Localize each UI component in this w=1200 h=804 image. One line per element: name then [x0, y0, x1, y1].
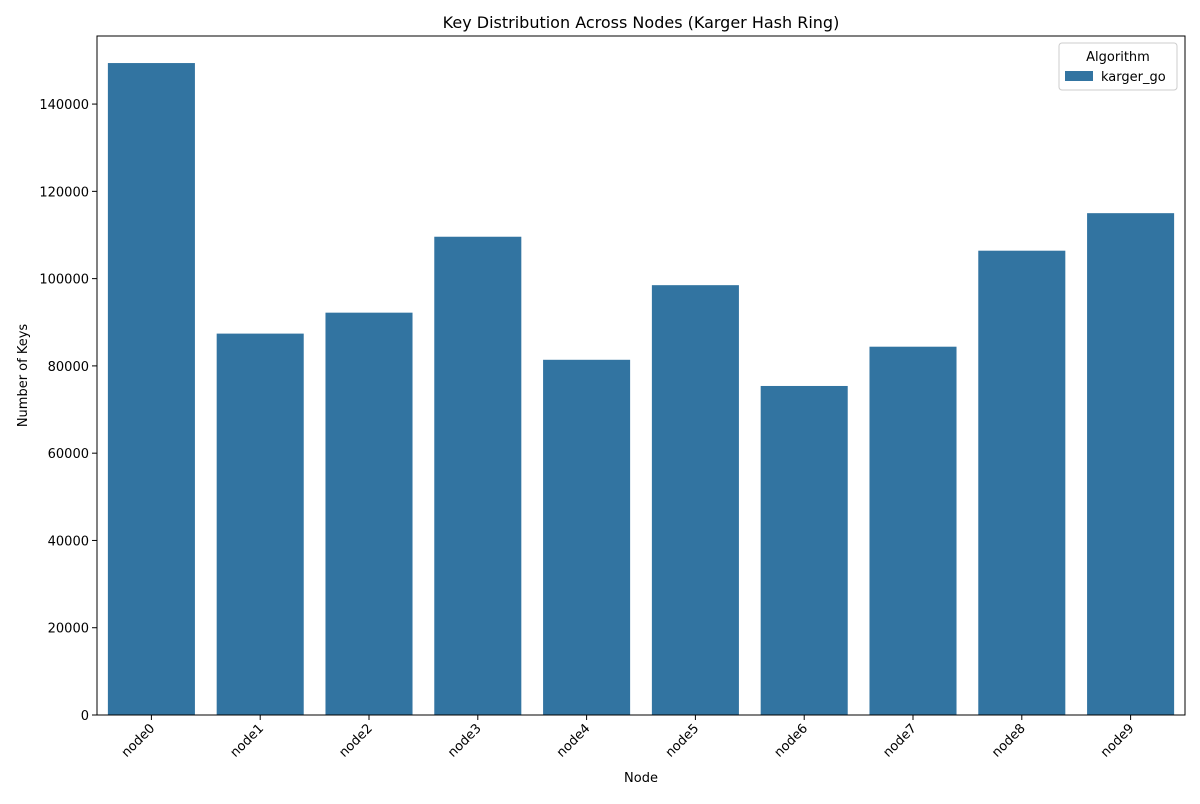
y-axis: 0 20000 40000 60000 80000 100000 120000 140000: [39, 98, 97, 724]
legend-items: karger_go: [1065, 70, 1166, 85]
bar-node0: [107, 63, 195, 715]
legend-title: Algorithm: [1086, 50, 1150, 65]
legend: Algorithm karger_go: [1058, 42, 1178, 91]
bar-node5: [651, 285, 739, 715]
y-tick-label: 80000: [48, 360, 89, 375]
x-tick-label-node5: node5: [663, 721, 702, 760]
y-tick-label: 140000: [39, 98, 89, 113]
y-tick-label: 60000: [48, 447, 89, 462]
x-tick-label-node0: node0: [119, 721, 158, 760]
x-tick-label-node6: node6: [772, 721, 811, 760]
y-axis-label: Number of Keys: [16, 324, 31, 428]
bar-node2: [325, 312, 413, 715]
bar-node1: [216, 333, 304, 715]
plot-frame: [96, 35, 1186, 716]
x-axis-label: Node: [624, 771, 658, 786]
x-tick-label-node4: node4: [554, 721, 593, 760]
x-axis: node0 node1 node2 node3 node4 node5 node6 node7…: [119, 715, 1137, 761]
bar-node9: [1087, 213, 1175, 715]
y-tick-label: 40000: [48, 534, 89, 549]
bar-node8: [978, 250, 1066, 715]
bar-node4: [543, 359, 631, 715]
x-tick-label-node7: node7: [880, 721, 919, 760]
legend-swatch: [1065, 71, 1093, 81]
y-tick-label: 100000: [39, 273, 89, 288]
legend-entry-label: karger_go: [1101, 70, 1166, 85]
bars-group: [107, 63, 1175, 715]
x-tick-label-node8: node8: [989, 721, 1028, 760]
bar-node3: [434, 236, 522, 715]
y-tick-label: 20000: [48, 622, 89, 637]
chart-title: Key Distribution Across Nodes (Karger Ha…: [443, 13, 840, 32]
bar-node6: [760, 385, 848, 715]
y-tick-label: 0: [81, 709, 89, 724]
y-tick-label: 120000: [39, 185, 89, 200]
x-tick-label-node1: node1: [228, 721, 267, 760]
x-tick-label-node9: node9: [1098, 721, 1137, 760]
x-tick-label-node2: node2: [336, 721, 375, 760]
bar-node7: [869, 346, 957, 715]
x-tick-label-node3: node3: [445, 721, 484, 760]
